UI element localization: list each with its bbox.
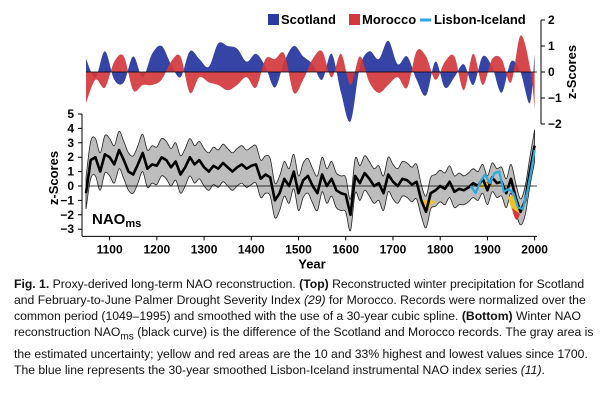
x-tick-label: 1100 xyxy=(97,242,123,256)
series-line-lisbon-iceland xyxy=(469,149,536,211)
bottom-y-axis-label: z-Scores xyxy=(46,151,61,205)
x-tick-label: 1500 xyxy=(285,242,312,256)
caption-figure-label: Fig. 1. xyxy=(14,277,50,291)
caption-text-4: Winter NAO reconstruction NAO xyxy=(14,309,581,340)
bottom-y-tick-label: 1 xyxy=(67,165,74,179)
top-y-tick-label: 0 xyxy=(548,65,555,79)
highlight-red-1960 xyxy=(512,208,520,220)
bottom-y-tick-label: 4 xyxy=(67,121,74,135)
series-line-naoms xyxy=(84,145,536,217)
bottom-y-tick-label: 5 xyxy=(67,107,74,121)
figure-caption: Fig. 1. Proxy-derived long-term NAO reco… xyxy=(14,276,606,378)
area-scotland xyxy=(86,40,535,122)
x-axis-label: Year xyxy=(298,256,325,271)
caption-subscript-ms: ms xyxy=(120,331,134,343)
legend-label-lisbon-iceland: Lisbon-Iceland xyxy=(434,12,526,27)
bottom-y-tick-label: 2 xyxy=(67,150,74,164)
x-tick-label: 2000 xyxy=(521,242,548,256)
legend-swatch-scotland xyxy=(268,14,279,25)
highlight-yellow-1960 xyxy=(508,195,522,216)
top-y-tick-label: −1 xyxy=(548,91,562,105)
x-tick-label: 1600 xyxy=(332,242,359,256)
legend-label-scotland: Scotland xyxy=(281,12,336,27)
x-tick-label: 1400 xyxy=(238,242,265,256)
bottom-y-tick-label: −1 xyxy=(60,193,74,207)
legend: Scotland Morocco Lisbon-Iceland xyxy=(268,12,526,27)
top-y-tick-label: 1 xyxy=(548,39,555,53)
naoms-label: NAOms xyxy=(92,211,141,230)
caption-bottom-label: (Bottom) xyxy=(461,309,513,324)
top-panel-precipitation-chart: 2 1 0 −1 −2 z-Scores xyxy=(86,13,579,131)
top-y-tick-label: −2 xyxy=(548,117,562,131)
bottom-y-tick-label: −3 xyxy=(60,222,74,236)
x-tick-label: 1300 xyxy=(191,242,218,256)
caption-reference-29: (29) xyxy=(303,293,326,308)
caption-text-1: Proxy-derived long-term NAO reconstructi… xyxy=(49,277,300,291)
caption-text-3: for Morocco. Records were normalized ove… xyxy=(14,293,586,324)
x-tick-label: 1200 xyxy=(143,242,170,256)
bottom-y-tick-label: 0 xyxy=(67,179,74,193)
top-y-tick-label: 2 xyxy=(548,13,555,27)
bottom-y-tick-label: 3 xyxy=(67,136,74,150)
top-y-axis-label: z-Scores xyxy=(564,45,579,99)
caption-top-label: (Top) xyxy=(299,277,329,291)
legend-label-morocco: Morocco xyxy=(362,12,416,27)
caption-text-6: . xyxy=(541,362,545,377)
legend-swatch-morocco xyxy=(349,14,360,25)
caption-text-2: Reconstructed winter precipitation for S… xyxy=(14,277,585,308)
bottom-y-tick-label: −2 xyxy=(60,208,74,222)
caption-text-5: (black curve) is the difference of the S… xyxy=(14,325,594,377)
x-tick-label: 1700 xyxy=(380,242,407,256)
x-tick-label: 1900 xyxy=(474,242,501,256)
caption-reference-11: (11) xyxy=(520,362,542,377)
x-tick-label: 1800 xyxy=(427,242,454,256)
